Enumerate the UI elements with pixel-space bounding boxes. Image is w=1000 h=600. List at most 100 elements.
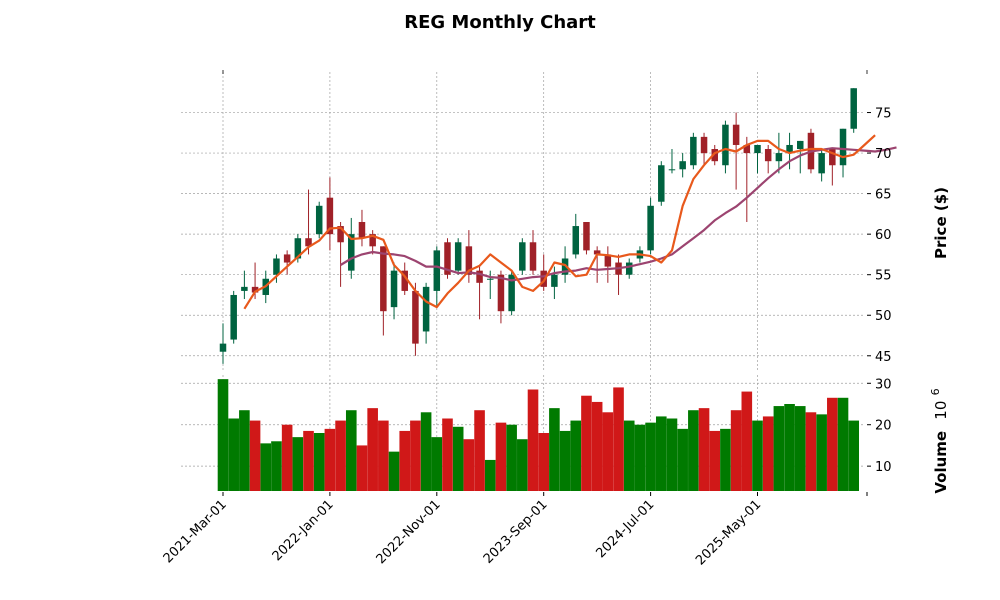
candle-body bbox=[593, 250, 601, 255]
candle-body bbox=[668, 169, 676, 171]
candlestick bbox=[444, 238, 451, 279]
volume-bar bbox=[420, 412, 432, 491]
candle-body bbox=[412, 290, 419, 344]
x-tick-label: 2023-Sep-01 bbox=[481, 497, 551, 567]
volume-bar bbox=[805, 412, 817, 491]
candle-body bbox=[700, 136, 708, 154]
price-axis-label: Price ($) bbox=[932, 187, 950, 259]
candlestick bbox=[690, 132, 697, 170]
candle-body bbox=[487, 278, 494, 280]
candlestick bbox=[519, 238, 526, 275]
candlestick bbox=[529, 230, 537, 275]
price-tick-label: 50 bbox=[875, 309, 892, 324]
candle-body bbox=[305, 238, 312, 247]
candle-body bbox=[797, 140, 804, 150]
candlestick bbox=[241, 270, 248, 300]
candle-body bbox=[508, 274, 515, 312]
candle-body bbox=[839, 128, 847, 166]
volume-bar bbox=[720, 428, 731, 491]
volume-bar bbox=[463, 439, 475, 491]
price-tick-label: 45 bbox=[875, 350, 892, 365]
volume-bar bbox=[730, 410, 742, 491]
candle-body bbox=[540, 270, 547, 287]
candle-body bbox=[326, 197, 334, 235]
candlestick bbox=[465, 230, 473, 283]
x-tick-label: 2022-Jan-01 bbox=[270, 497, 337, 564]
candle-body bbox=[850, 88, 857, 129]
moving-average-slow-line bbox=[340, 146, 897, 282]
price-grid bbox=[181, 72, 865, 372]
volume-bar bbox=[431, 437, 443, 491]
candlestick bbox=[829, 149, 836, 186]
volume-bar bbox=[303, 430, 314, 491]
candle-body bbox=[454, 242, 462, 271]
volume-bar bbox=[591, 401, 603, 491]
candlestick bbox=[508, 270, 515, 316]
candle-body bbox=[775, 153, 783, 162]
candlestick bbox=[711, 144, 718, 166]
candlestick bbox=[743, 136, 751, 222]
volume-axis-label: Volume 10 6 bbox=[929, 388, 950, 493]
volume-bar bbox=[677, 428, 688, 491]
volume-bar bbox=[688, 410, 699, 491]
candle-body bbox=[497, 274, 505, 312]
candlestick bbox=[625, 258, 633, 279]
volume-bar bbox=[741, 391, 753, 491]
volume-bar bbox=[249, 420, 261, 491]
volume-bar bbox=[452, 426, 464, 491]
candle-body bbox=[251, 286, 259, 293]
candle-body bbox=[764, 149, 772, 162]
volume-axis: 10 20 30 bbox=[867, 377, 892, 475]
candlestick bbox=[369, 230, 376, 255]
volume-bar bbox=[549, 408, 560, 491]
volume-bar bbox=[752, 420, 763, 491]
candle-body bbox=[732, 124, 740, 145]
candlestick bbox=[764, 144, 772, 174]
candle-body bbox=[315, 205, 323, 235]
candle-body bbox=[529, 242, 537, 271]
candle-body bbox=[358, 222, 366, 239]
candlestick bbox=[380, 246, 387, 336]
volume-bar bbox=[228, 418, 239, 491]
volume-bar bbox=[506, 424, 517, 491]
candlestick bbox=[412, 282, 419, 356]
price-tick-label: 65 bbox=[875, 188, 892, 203]
candlestick bbox=[839, 128, 847, 178]
volume-bar bbox=[613, 387, 624, 491]
candle-body bbox=[818, 153, 825, 174]
candlestick bbox=[754, 144, 761, 174]
candle-body bbox=[422, 286, 430, 332]
volume-bar bbox=[602, 412, 614, 491]
volume-bars bbox=[217, 379, 860, 491]
volume-bar bbox=[698, 408, 710, 491]
candle-body bbox=[390, 270, 398, 308]
candlestick bbox=[315, 201, 323, 239]
volume-bar bbox=[313, 433, 325, 491]
chart-title: REG Monthly Chart bbox=[404, 12, 596, 33]
candlestick bbox=[476, 266, 483, 320]
candlestick bbox=[230, 290, 237, 344]
candlestick bbox=[658, 161, 665, 206]
volume-bar bbox=[581, 395, 592, 491]
volume-bar bbox=[827, 397, 838, 491]
x-tick-label: 2024-Jul-01 bbox=[593, 497, 657, 561]
candle-body bbox=[625, 262, 633, 275]
candlestick bbox=[615, 254, 622, 295]
volume-bar bbox=[495, 422, 507, 491]
volume-bar bbox=[666, 418, 678, 491]
volume-tick-label: 10 bbox=[875, 460, 892, 475]
candle-body bbox=[241, 286, 248, 291]
volume-bar bbox=[816, 414, 827, 491]
volume-bar bbox=[484, 459, 496, 491]
candle-body bbox=[465, 246, 473, 275]
volume-bar bbox=[281, 424, 293, 491]
x-tick-label: 2021-Mar-01 bbox=[161, 497, 230, 566]
volume-bar bbox=[848, 420, 860, 491]
candle-body bbox=[283, 254, 291, 263]
volume-bar bbox=[378, 420, 389, 491]
candle-body bbox=[743, 144, 751, 154]
volume-bar bbox=[623, 420, 635, 491]
candlestick bbox=[348, 217, 355, 279]
candle-body bbox=[722, 124, 729, 166]
